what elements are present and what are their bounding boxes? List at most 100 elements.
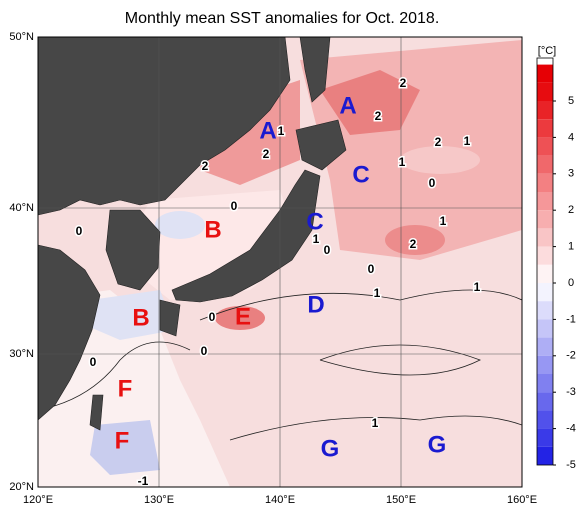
colorbar-segment [537, 228, 553, 247]
lon-label: 120°E [23, 494, 53, 506]
colorbar-label: -5 [566, 459, 576, 471]
region-label: D [307, 291, 324, 318]
lon-label: 160°E [507, 494, 537, 506]
anomaly-patch [385, 225, 445, 255]
contour-label: -1 [138, 474, 149, 488]
colorbar-segment [537, 119, 553, 138]
colorbar-segment [537, 192, 553, 211]
colorbar-label: -3 [566, 386, 576, 398]
colorbar-frame [536, 57, 554, 466]
colorbar-label: -2 [566, 350, 576, 362]
contour [38, 341, 191, 411]
contour-label: 0 [76, 224, 83, 238]
contour-label: 2 [202, 159, 209, 173]
lat-label: 40°N [9, 202, 34, 214]
colorbar-segment [537, 446, 553, 465]
lon-label: 150°E [386, 494, 416, 506]
contour-label: 0 [368, 262, 375, 276]
colorbar-segment [537, 155, 553, 174]
region-label: G [321, 435, 340, 462]
contour-label: 1 [399, 155, 406, 169]
colorbar-segment [537, 101, 553, 120]
colorbar-segment [537, 301, 553, 320]
colorbar-label: -1 [566, 313, 576, 325]
land [171, 169, 321, 303]
region-label: F [115, 427, 130, 454]
colorbar-label: 2 [568, 204, 574, 216]
lat-label: 30°N [9, 348, 34, 360]
anomaly-patch [155, 211, 205, 239]
colorbar-label: -4 [566, 423, 576, 435]
colorbar-segment [537, 319, 553, 338]
lon-label: 140°E [265, 494, 295, 506]
land [159, 299, 181, 337]
colorbar-unit: [°C] [538, 45, 556, 57]
colorbar-segment [537, 82, 553, 101]
colorbar-segment [537, 264, 553, 283]
lat-label: 50°N [9, 31, 34, 43]
colorbar-segment [537, 374, 553, 393]
contour-label: 0 [429, 176, 436, 190]
colorbar-label: 4 [568, 131, 574, 143]
region-label: A [259, 117, 276, 144]
contour-label: 2 [435, 135, 442, 149]
contour-label: 1 [464, 134, 471, 148]
colorbar-segment [537, 337, 553, 356]
colorbar-segment [537, 137, 553, 156]
land [295, 119, 347, 171]
contour-label: 0 [231, 199, 238, 213]
colorbar-segment [537, 246, 553, 265]
contour-label: 0 [201, 344, 208, 358]
anomaly-patch [400, 146, 480, 174]
colorbar-segment [537, 173, 553, 192]
contour-label: 0 [324, 243, 331, 257]
contour-label: 2 [400, 76, 407, 90]
colorbar-segment [537, 410, 553, 429]
contour-label: 1 [374, 286, 381, 300]
contour [229, 415, 522, 441]
region-label: A [339, 92, 356, 119]
contour-label: 1 [440, 214, 447, 228]
land [89, 394, 104, 431]
colorbar-segment [537, 428, 553, 447]
colorbar-segment [537, 392, 553, 411]
contour-label: 2 [375, 109, 382, 123]
region-label: B [204, 216, 221, 243]
contour-label: 0 [209, 310, 216, 324]
contour-label: 1 [313, 232, 320, 246]
contour-label: 1 [278, 124, 285, 138]
title: Monthly mean SST anomalies for Oct. 2018… [125, 10, 440, 27]
colorbar-segment [537, 64, 553, 83]
contour-label: 0 [90, 355, 97, 369]
land [105, 209, 161, 291]
anomaly-patch [85, 290, 175, 340]
contour-label: 1 [372, 416, 379, 430]
land [38, 244, 101, 421]
colorbar-label: 0 [568, 277, 574, 289]
land [299, 37, 331, 103]
region-label: C [306, 208, 323, 235]
region-label: E [235, 303, 251, 330]
region-label: G [428, 431, 447, 458]
region-label: F [118, 375, 133, 402]
contour [199, 289, 522, 321]
colorbar-label: 1 [568, 241, 574, 253]
region-label: C [352, 161, 369, 188]
anomaly-patch [320, 70, 420, 135]
colorbar-label: 3 [568, 168, 574, 180]
anomaly-patch [90, 420, 160, 475]
colorbar-segment [537, 210, 553, 229]
map-frame [37, 36, 523, 488]
contour-label: 2 [410, 237, 417, 251]
colorbar-segment [537, 283, 553, 302]
anomaly-patch [215, 306, 265, 330]
contour-label: 2 [263, 147, 270, 161]
region-label: B [132, 304, 149, 331]
colorbar-segment [537, 355, 553, 374]
lat-label: 20°N [9, 481, 34, 493]
map [38, 37, 522, 487]
lon-label: 130°E [144, 494, 174, 506]
colorbar-label: 5 [568, 95, 574, 107]
contour [319, 344, 482, 376]
